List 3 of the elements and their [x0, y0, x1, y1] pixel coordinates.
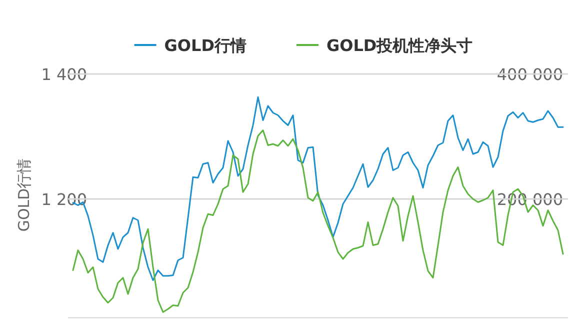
legend-label: GOLD行情	[164, 36, 246, 55]
legend-label: GOLD投机性净头寸	[326, 36, 473, 55]
y-axis-title: GOLD行情	[15, 158, 33, 232]
